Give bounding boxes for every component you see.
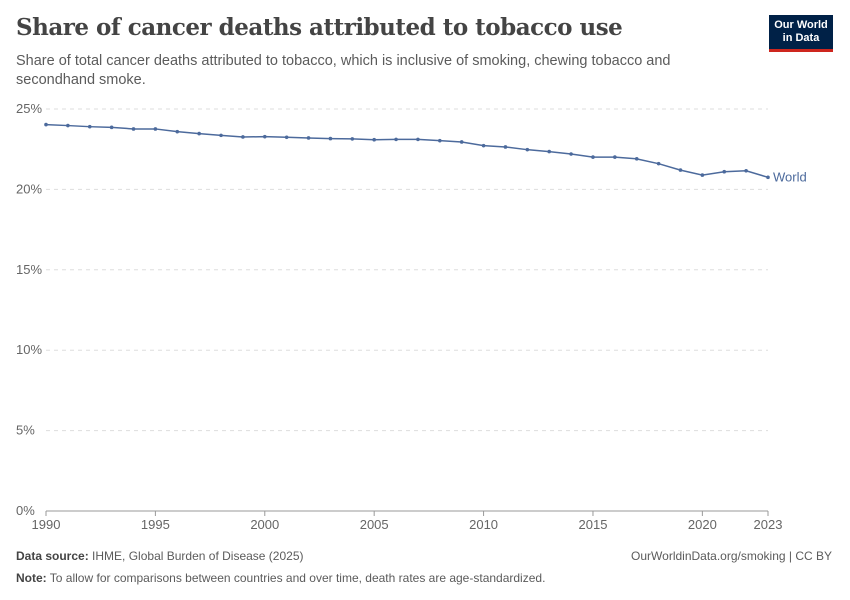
data-point bbox=[656, 161, 661, 166]
logo-text: Our World in Data bbox=[774, 19, 828, 44]
data-point bbox=[44, 122, 48, 127]
x-tick-label: 2020 bbox=[688, 517, 717, 532]
source-text[interactable]: IHME, Global Burden of Disease (2025) bbox=[92, 549, 304, 563]
line-chart: 0% 5% 10% 15% 20% 25% 1990 1995 2000 2005 2010 2015… bbox=[16, 101, 807, 532]
data-point bbox=[503, 145, 508, 149]
data-point bbox=[241, 135, 245, 139]
data-point bbox=[613, 155, 617, 159]
y-tick-label: 20% bbox=[16, 181, 42, 196]
data-point bbox=[87, 124, 92, 129]
data-point bbox=[547, 149, 552, 154]
data-point bbox=[678, 168, 683, 172]
data-point bbox=[219, 133, 223, 138]
owid-logo[interactable]: Our World in Data bbox=[769, 15, 833, 52]
data-point bbox=[153, 127, 158, 131]
data-point bbox=[284, 135, 289, 140]
data-point bbox=[634, 157, 639, 161]
footer-url[interactable]: OurWorldinData.org/smoking | CC BY bbox=[631, 549, 832, 563]
footer-note: Note: To allow for comparisons between c… bbox=[16, 571, 545, 585]
x-tick-label: 2000 bbox=[250, 517, 279, 532]
data-point bbox=[700, 173, 705, 177]
data-point bbox=[372, 137, 376, 142]
series-line bbox=[45, 123, 769, 179]
y-tick-label: 10% bbox=[16, 342, 42, 357]
x-tick-label: 2015 bbox=[579, 517, 608, 532]
data-point bbox=[438, 138, 442, 143]
x-tick-label: 1995 bbox=[141, 517, 170, 532]
note-label: Note: bbox=[16, 571, 47, 585]
y-tick-label: 25% bbox=[16, 101, 42, 116]
data-point bbox=[416, 137, 420, 142]
data-point bbox=[328, 136, 333, 141]
chart-subtitle: Share of total cancer deaths attributed … bbox=[16, 53, 671, 88]
source-label: Data source: bbox=[16, 549, 89, 563]
data-point bbox=[131, 127, 136, 131]
data-point bbox=[197, 131, 201, 136]
data-point bbox=[66, 123, 70, 128]
data-point bbox=[394, 137, 398, 142]
x-tick-label: 2023 bbox=[754, 517, 783, 532]
y-tick-label: 0% bbox=[16, 503, 35, 518]
data-point bbox=[350, 137, 355, 141]
data-point bbox=[766, 175, 770, 180]
data-point bbox=[306, 136, 311, 140]
data-point bbox=[569, 152, 573, 156]
data-point bbox=[175, 129, 180, 134]
series-label: World bbox=[773, 169, 807, 184]
data-point bbox=[744, 168, 748, 173]
data-point bbox=[481, 143, 486, 148]
chart-title: Share of cancer deaths attributed to tob… bbox=[16, 14, 623, 41]
y-tick-label: 15% bbox=[16, 262, 42, 277]
data-source: Data source: IHME, Global Burden of Dise… bbox=[16, 549, 303, 563]
data-point bbox=[525, 147, 530, 152]
data-point bbox=[459, 140, 464, 144]
x-tick-label: 2005 bbox=[360, 517, 389, 532]
data-point bbox=[591, 155, 595, 159]
y-tick-label: 5% bbox=[16, 423, 35, 438]
data-point bbox=[109, 125, 114, 130]
note-text: To allow for comparisons between countri… bbox=[49, 571, 546, 585]
x-tick-label: 2010 bbox=[469, 517, 498, 532]
data-point bbox=[262, 134, 267, 139]
data-point bbox=[722, 169, 727, 174]
x-tick-label: 1990 bbox=[32, 517, 61, 532]
